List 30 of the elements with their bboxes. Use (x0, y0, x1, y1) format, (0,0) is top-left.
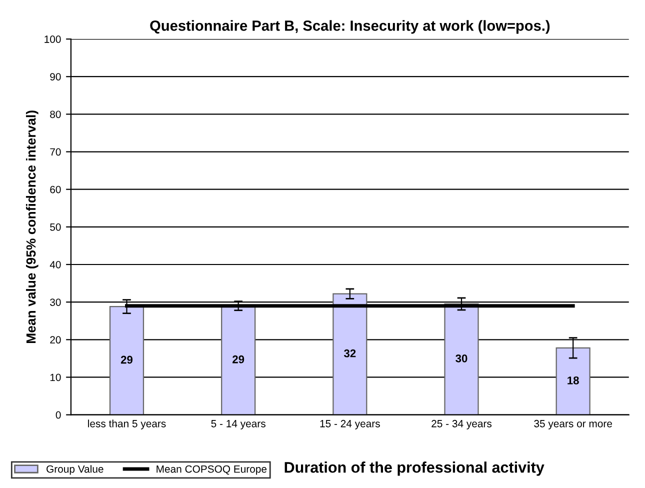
y-axis-title: Mean value (95% confidence interval) (26, 110, 38, 343)
y-tick-label: 80 (50, 110, 61, 118)
x-axis-title: Duration of the professional activity (284, 462, 544, 476)
bar (109, 306, 144, 415)
y-tick-label: 60 (50, 186, 61, 194)
bar (444, 303, 479, 415)
y-tick-label: 90 (50, 73, 61, 80)
x-tick-label: 15 - 24 years (320, 420, 380, 430)
x-tick-label: 35 years or more (534, 420, 612, 430)
bar (556, 347, 590, 415)
y-tick-label: 100 (44, 36, 61, 43)
y-tick-label: 10 (50, 374, 61, 382)
chart-title: Questionnaire Part B, Scale: Insecurity at work (low=pos.) (150, 20, 550, 34)
y-tick-label: 20 (50, 336, 61, 344)
bar (332, 293, 368, 415)
y-tick-label: 40 (50, 260, 61, 268)
x-tick-label: less than 5 years (88, 420, 166, 430)
x-tick-label: 25 - 34 years (432, 420, 492, 430)
data-label: 29 (232, 355, 244, 364)
y-tick-label: 30 (50, 298, 61, 306)
y-tick-label: 50 (50, 223, 61, 231)
y-tick-label: 0 (56, 411, 61, 419)
data-label: 18 (568, 376, 579, 384)
data-label: 30 (456, 354, 468, 362)
legend-label: Group Value (46, 465, 104, 475)
y-tick-label: 70 (50, 148, 61, 156)
legend-label: Mean COPSOQ Europe (156, 465, 267, 475)
data-label: 32 (344, 349, 356, 358)
data-label: 29 (120, 356, 133, 364)
x-tick-label: 5 - 14 years (211, 420, 266, 430)
